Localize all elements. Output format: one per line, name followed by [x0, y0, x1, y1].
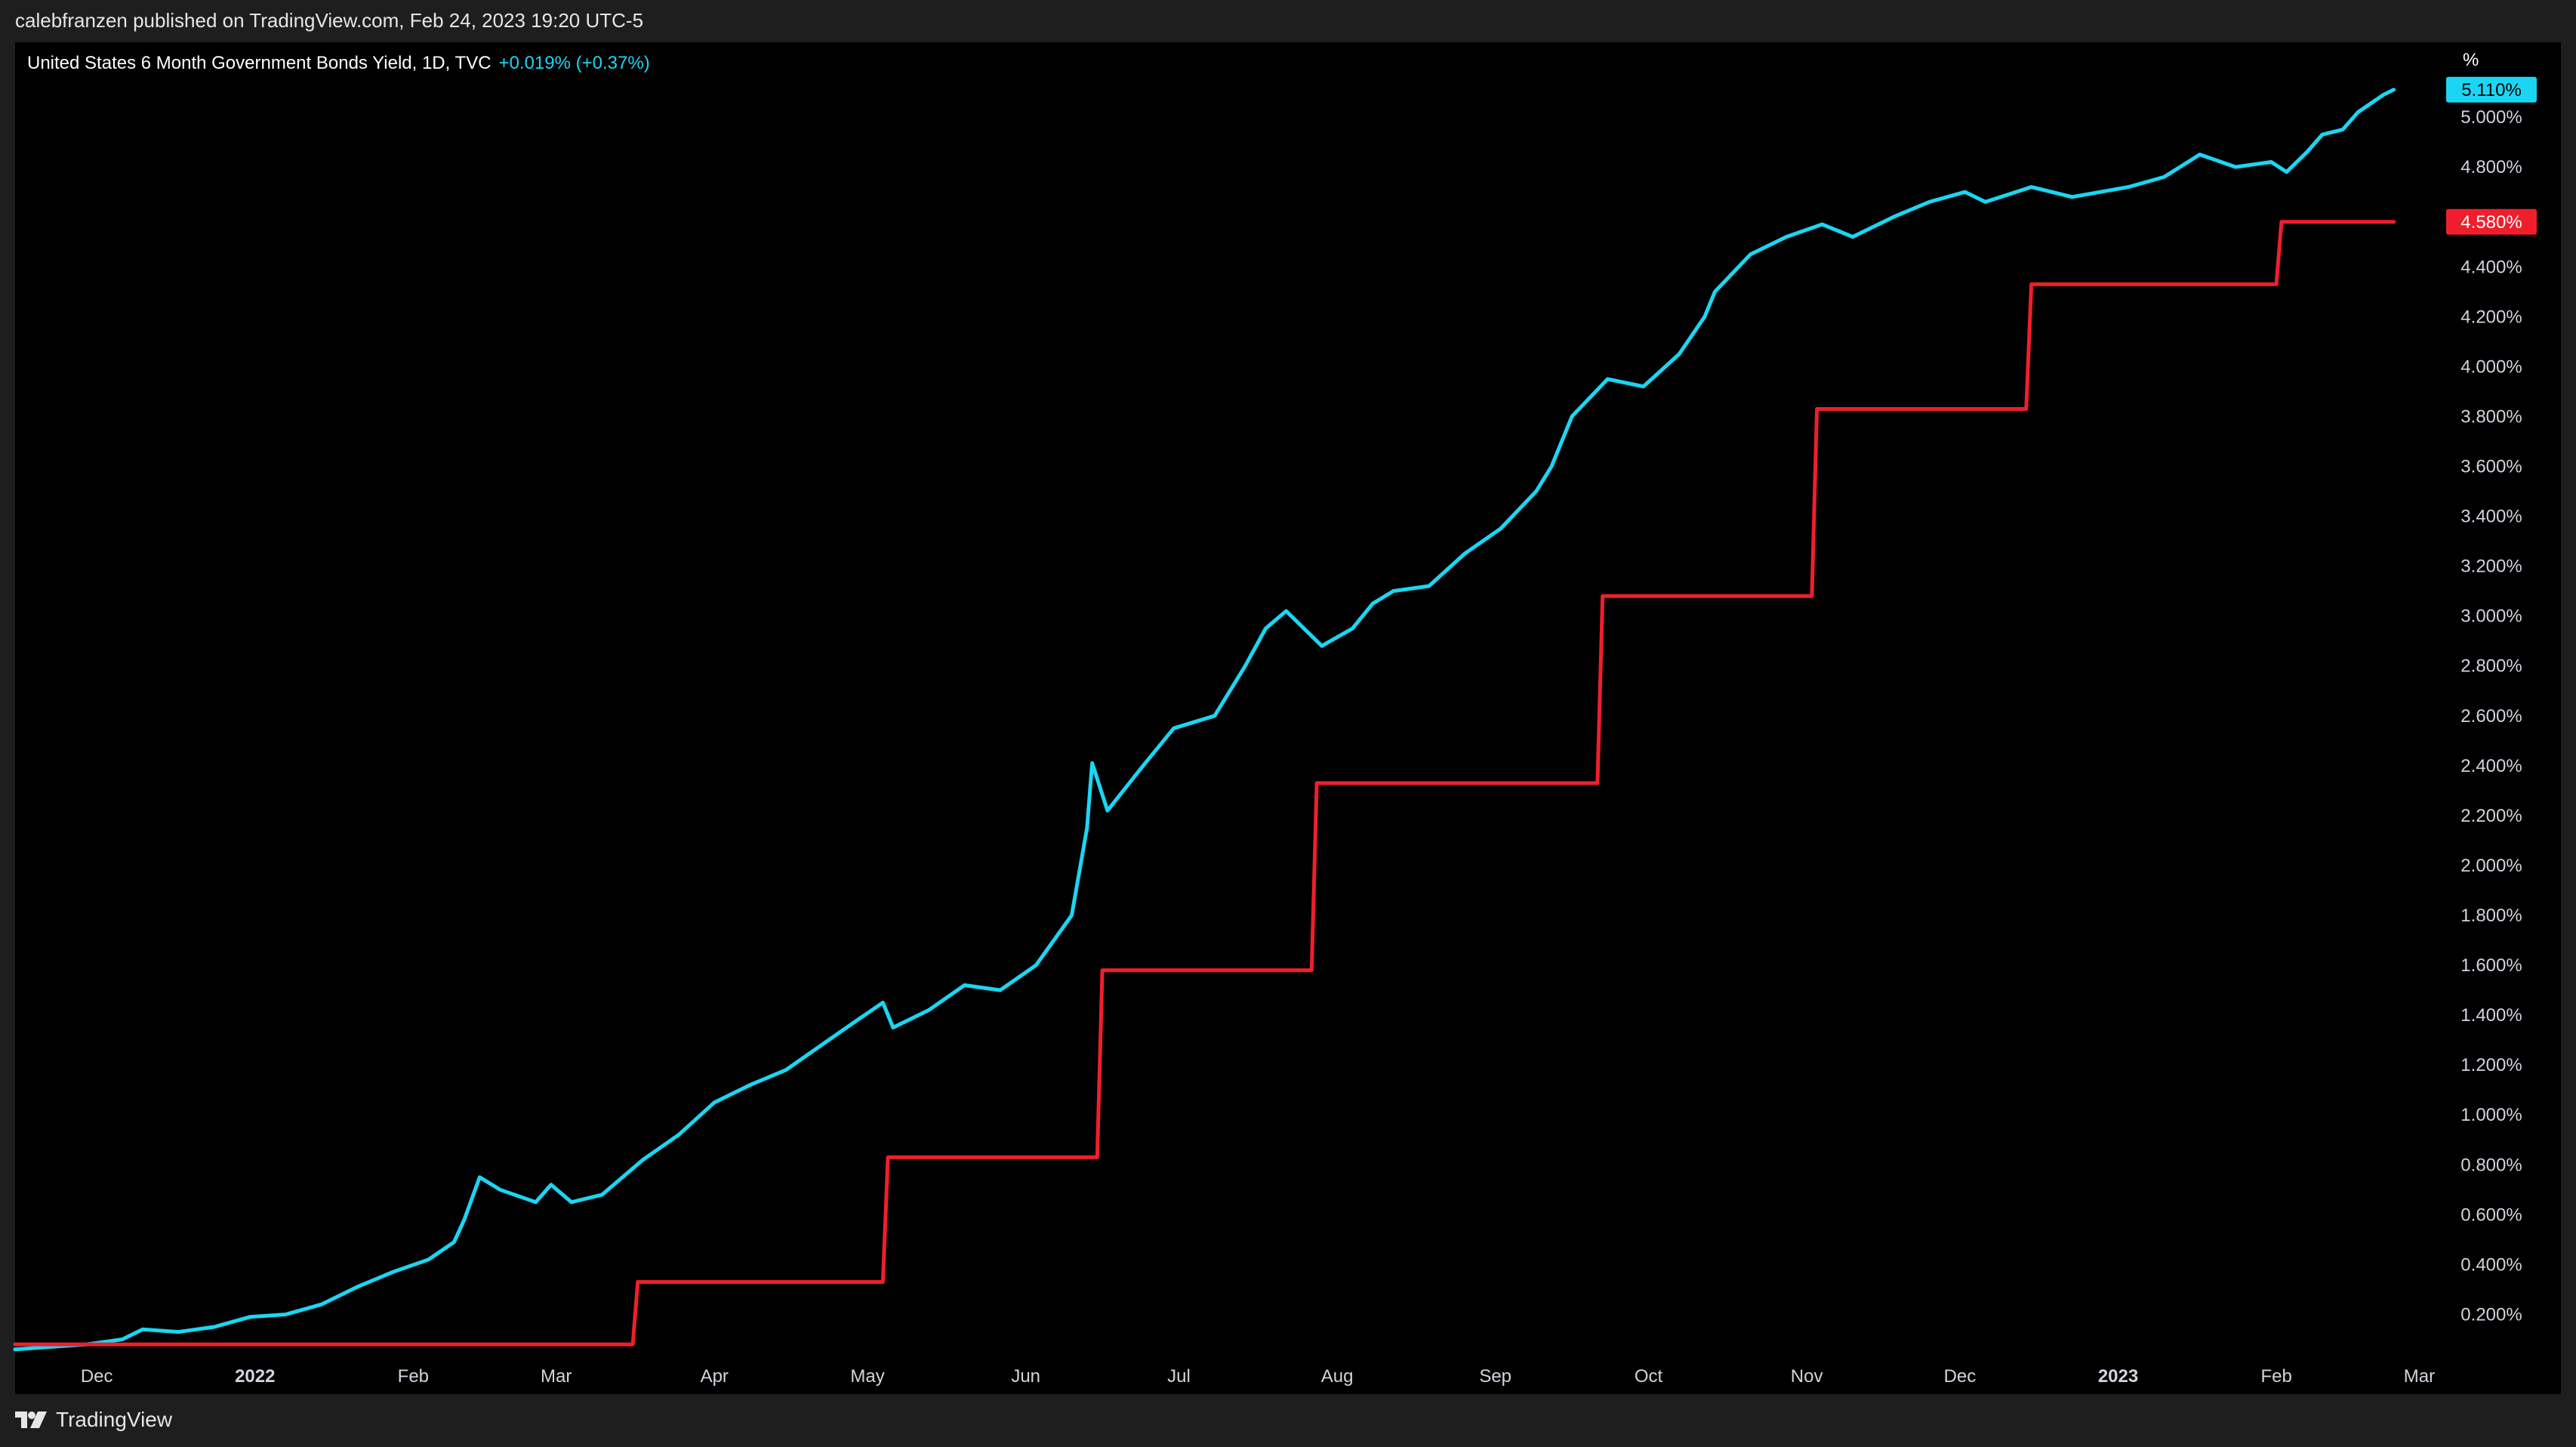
series-layer [13, 88, 2396, 1352]
tradingview-logo-icon [15, 1412, 47, 1428]
series-line-yield[interactable] [13, 88, 2396, 1352]
x-tick-label: 2023 [2098, 1366, 2138, 1387]
y-tick-label: 1.800% [2460, 906, 2522, 926]
y-tick-label: 2.400% [2460, 756, 2522, 776]
y-tick-label: 1.200% [2460, 1055, 2522, 1075]
last-value-label: 5.110% [2461, 80, 2522, 100]
x-tick-label: Feb [2260, 1366, 2291, 1387]
y-tick-label: 0.200% [2460, 1304, 2522, 1325]
x-tick-label: Mar [541, 1366, 572, 1387]
x-tick-label: Feb [398, 1366, 429, 1387]
y-tick-label: 4.400% [2460, 257, 2522, 277]
y-tick-label: 4.200% [2460, 307, 2522, 327]
symbol-change: +0.019% (+0.37%) [498, 53, 650, 73]
y-tick-label: 3.400% [2460, 507, 2522, 527]
top-bar: calebfranzen published on TradingView.co… [0, 0, 2576, 42]
x-tick-label: Sep [1479, 1366, 1511, 1387]
last-value-labels: 5.110% 4.580% [2446, 76, 2537, 235]
y-tick-label: 1.400% [2460, 1005, 2522, 1026]
y-tick-label: 3.600% [2460, 456, 2522, 477]
publisher-credit: calebfranzen published on TradingView.co… [15, 9, 644, 32]
brand-name: TradingView [56, 1408, 173, 1431]
x-tick-label: Nov [1791, 1366, 1823, 1387]
x-tick-label: Dec [81, 1366, 113, 1387]
y-tick-label: 0.800% [2460, 1155, 2522, 1175]
chart-area[interactable] [15, 42, 2561, 1394]
last-value-badge [2446, 208, 2537, 235]
brand[interactable]: TradingView [15, 1408, 172, 1432]
x-tick-label: Apr [701, 1366, 729, 1387]
y-tick-label: 2.800% [2460, 656, 2522, 677]
y-tick-label: 1.000% [2460, 1105, 2522, 1125]
symbol-legend[interactable]: United States 6 Month Government Bonds Y… [27, 53, 650, 74]
x-tick-label: Aug [1321, 1366, 1354, 1387]
symbol-title: United States 6 Month Government Bonds Y… [27, 53, 491, 73]
x-tick-label: May [850, 1366, 884, 1387]
y-tick-label: 1.600% [2460, 955, 2522, 976]
y-tick-label: 2.200% [2460, 806, 2522, 826]
y-tick-label: 5.000% [2460, 107, 2522, 128]
y-tick-label: 3.800% [2460, 406, 2522, 427]
last-value-badge [2446, 76, 2537, 103]
y-tick-label: 4.800% [2460, 157, 2522, 177]
y-tick-label: 4.000% [2460, 356, 2522, 377]
series-line-fed-rate[interactable] [13, 220, 2396, 1347]
y-tick-label: 3.200% [2460, 557, 2522, 577]
y-axis-unit: % [2463, 50, 2479, 70]
x-tick-label: Mar [2404, 1366, 2435, 1387]
y-axis: 0.200% 0.400% 0.600% 0.800% 1.000% 1.200% 1.40… [2460, 107, 2522, 1325]
y-tick-label: 0.400% [2460, 1254, 2522, 1275]
bottom-bar [0, 1394, 2576, 1447]
x-tick-label: Jun [1011, 1366, 1040, 1387]
x-tick-label: Dec [1944, 1366, 1977, 1387]
y-tick-label: 0.600% [2460, 1205, 2522, 1225]
y-tick-label: 3.000% [2460, 606, 2522, 627]
y-tick-label: 2.000% [2460, 856, 2522, 876]
last-value-label: 4.580% [2460, 212, 2522, 233]
x-tick-label: Jul [1167, 1366, 1191, 1387]
y-tick-label: 2.600% [2460, 706, 2522, 727]
x-tick-label: Oct [1635, 1366, 1663, 1387]
x-tick-label: 2022 [235, 1366, 275, 1387]
x-axis: Dec 2022 Feb Mar Apr May Jun Jul Aug Sep Oct Nov Dec… [81, 1366, 2435, 1387]
